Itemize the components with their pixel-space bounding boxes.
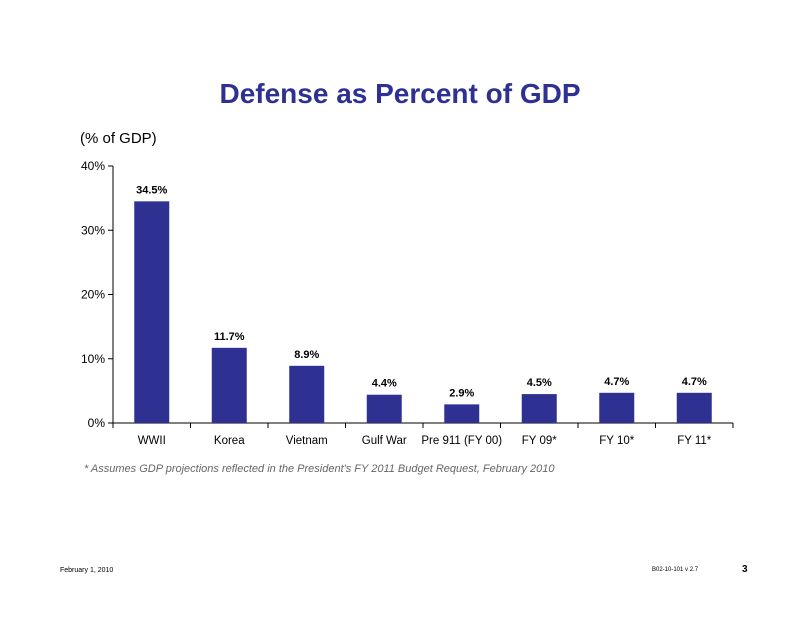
page-number: 3 — [742, 564, 748, 575]
footnote: * Assumes GDP projections reflected in t… — [84, 463, 555, 475]
y-axis-unit-label: (% of GDP) — [80, 130, 157, 147]
x-tick-label: WWII — [138, 435, 166, 447]
bar — [289, 365, 325, 423]
x-tick-label: FY 10* — [599, 435, 634, 447]
x-tick-label: Korea — [214, 435, 245, 447]
bar — [444, 404, 480, 423]
bar — [521, 394, 557, 423]
bar — [599, 392, 635, 423]
page-title: Defense as Percent of GDP — [219, 78, 581, 109]
data-label: 8.9% — [294, 349, 319, 361]
x-tick-label: Pre 911 (FY 00) — [421, 435, 502, 447]
footer-document-code: B02-10-101 v 2.7 — [652, 567, 699, 573]
x-tick-label: Vietnam — [286, 435, 328, 447]
y-tick-label: 10% — [81, 352, 105, 366]
y-tick-label: 30% — [81, 223, 105, 237]
bar — [211, 347, 247, 423]
bar — [134, 201, 170, 423]
y-tick-label: 20% — [81, 288, 105, 302]
x-tick-label: FY 09* — [522, 435, 557, 447]
data-label: 4.7% — [604, 376, 629, 388]
data-label: 2.9% — [449, 387, 474, 399]
x-tick-label: Gulf War — [362, 435, 407, 447]
data-label: 34.5% — [136, 184, 167, 196]
bar — [676, 392, 712, 423]
data-label: 4.4% — [372, 378, 397, 390]
footer-date: February 1, 2010 — [60, 567, 114, 574]
y-tick-label: 0% — [88, 416, 106, 430]
y-tick-label: 40% — [81, 159, 105, 173]
data-label: 4.5% — [527, 377, 552, 389]
bar — [366, 394, 402, 423]
x-tick-label: FY 11* — [677, 435, 712, 447]
data-label: 4.7% — [682, 376, 707, 388]
data-label: 11.7% — [214, 331, 245, 343]
